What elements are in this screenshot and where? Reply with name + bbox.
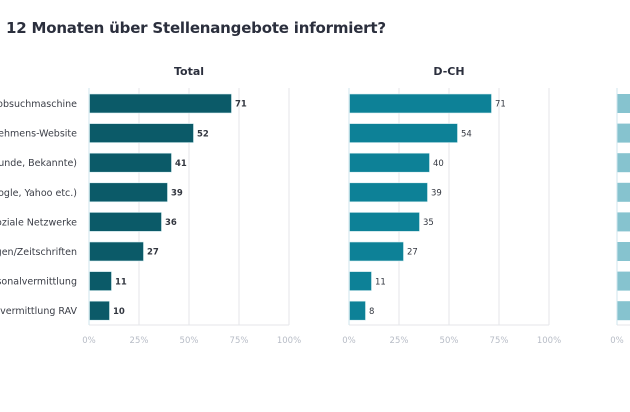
x-tick-label: 50% xyxy=(440,336,459,346)
data-label: 35 xyxy=(423,218,434,228)
bar xyxy=(89,93,232,114)
x-tick-label: 0% xyxy=(342,336,356,346)
x-tick-label: 25% xyxy=(130,336,149,346)
data-label: 40 xyxy=(433,159,444,169)
bar xyxy=(349,123,458,143)
x-tick-label: 50% xyxy=(180,336,199,346)
data-label: 71 xyxy=(235,100,247,110)
bar xyxy=(89,212,162,232)
x-tick-label: 75% xyxy=(230,336,249,346)
bar-cutoff xyxy=(617,153,630,173)
bar-cutoff xyxy=(617,182,630,202)
category-label: oogle, Yahoo etc.) xyxy=(0,188,77,199)
x-tick-label: 0% xyxy=(82,336,96,346)
bar-cutoff xyxy=(617,212,630,232)
chart-title: 12 Monaten über Stellenangebote informie… xyxy=(6,19,386,37)
bar xyxy=(89,182,168,203)
bar xyxy=(349,152,430,173)
data-label: 71 xyxy=(495,100,506,110)
bar-cutoff xyxy=(617,242,630,261)
x-tick-label: 75% xyxy=(490,336,509,346)
bar-cutoff xyxy=(617,271,630,291)
bar xyxy=(349,93,492,114)
data-label: 39 xyxy=(431,189,442,199)
data-label: 8 xyxy=(369,307,374,317)
bar xyxy=(89,241,144,262)
bar xyxy=(349,182,428,203)
bar xyxy=(349,212,420,232)
category-label: nehmens-Website xyxy=(0,129,77,140)
bar-cutoff xyxy=(617,123,630,143)
data-label: 41 xyxy=(175,159,187,169)
data-label: 27 xyxy=(407,248,418,258)
category-label: Jobsuchmaschine xyxy=(0,99,77,110)
x-tick-label: 0% xyxy=(610,336,624,346)
bar xyxy=(349,271,372,291)
data-label: 36 xyxy=(165,218,177,228)
data-label: 11 xyxy=(115,277,127,287)
x-tick-label: 100% xyxy=(537,336,561,346)
bar xyxy=(89,300,110,321)
data-label: 54 xyxy=(461,129,472,139)
data-label: 27 xyxy=(147,248,159,258)
bar xyxy=(89,152,172,173)
panel-title: Total xyxy=(174,65,204,78)
data-label: 39 xyxy=(171,189,183,199)
bar xyxy=(89,271,112,291)
category-label: tsvermittlung RAV xyxy=(0,306,77,317)
data-label: 52 xyxy=(197,129,209,139)
category-label: rsonalvermittlung xyxy=(0,277,77,288)
category-label: ngen/Zeitschriften xyxy=(0,247,77,258)
bar-cutoff xyxy=(617,301,630,321)
data-label: 10 xyxy=(113,307,125,317)
category-label: eunde, Bekannte) xyxy=(0,158,77,169)
panel-title: D-CH xyxy=(433,65,464,78)
category-label: Soziale Netzwerke xyxy=(0,217,77,228)
bar-cutoff xyxy=(617,94,630,113)
x-tick-label: 25% xyxy=(390,336,409,346)
x-tick-label: 100% xyxy=(277,336,301,346)
data-label: 11 xyxy=(375,277,386,287)
bar xyxy=(89,123,194,143)
bar xyxy=(349,300,366,321)
bar xyxy=(349,241,404,262)
